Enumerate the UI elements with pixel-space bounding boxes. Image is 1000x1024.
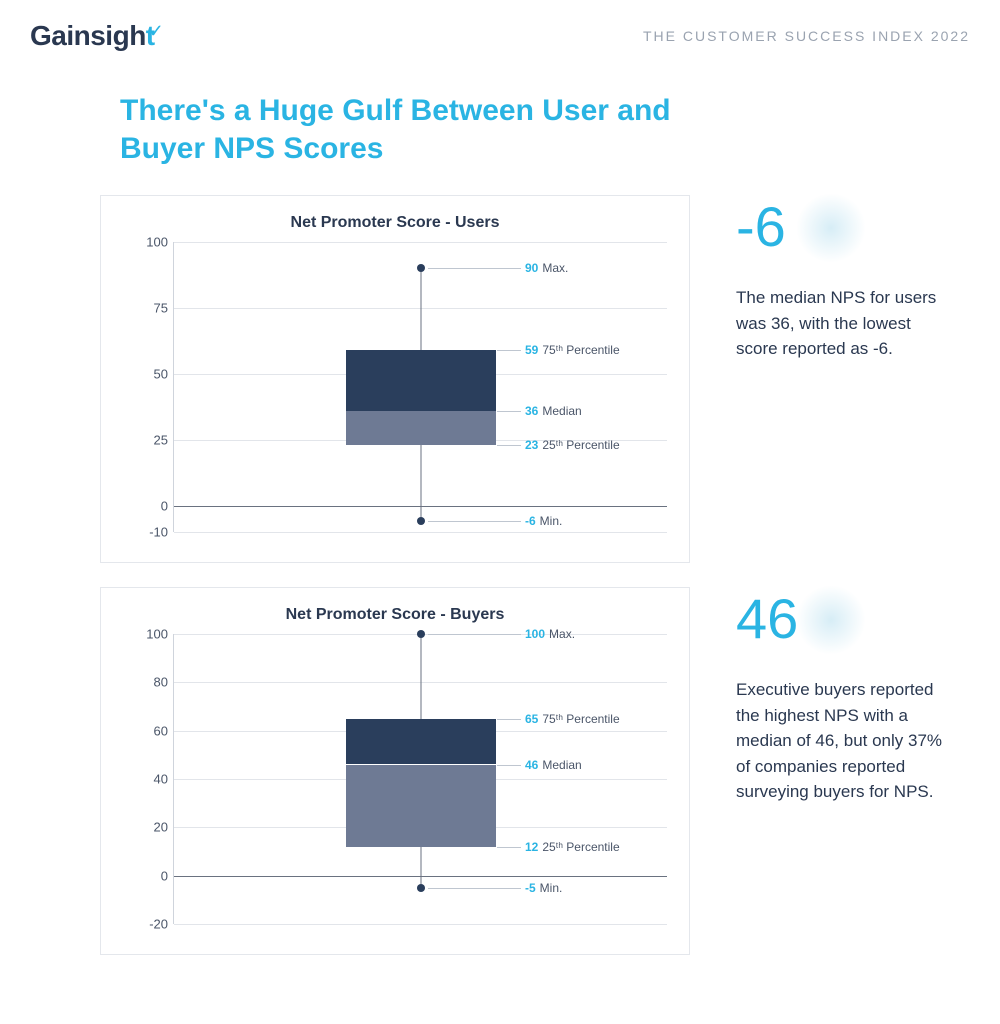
y-axis-label: 100: [132, 235, 168, 250]
y-axis-label: 50: [132, 366, 168, 381]
callout-median: 46Median: [525, 758, 582, 772]
callout-q1: 2325ᵗʰ Percentile: [525, 438, 620, 452]
whisker-lower: [420, 847, 421, 888]
stat-description: The median NPS for users was 36, with th…: [736, 285, 956, 362]
callout-lead: [428, 268, 521, 269]
chart-row: Net Promoter Score - Users -10 0 25 50 75 100 9…: [30, 195, 970, 563]
box-upper: [346, 719, 496, 765]
y-axis-label: 0: [132, 498, 168, 513]
callout-q1: 1225ᵗʰ Percentile: [525, 840, 620, 854]
stat-column: -6 The median NPS for users was 36, with …: [736, 195, 956, 362]
y-axis-label: 100: [132, 627, 168, 642]
callout-min: -6Min.: [525, 514, 562, 528]
plot-area: -20020406080100100Max.6575ᵗʰ Percentile4…: [173, 634, 667, 924]
boxplot: [346, 242, 496, 532]
whisker-dot-max: [417, 630, 425, 638]
callout-lead: [428, 634, 521, 635]
boxplot: [346, 634, 496, 924]
whisker-dot-min: [417, 884, 425, 892]
callout-lead: [428, 888, 521, 889]
callout-lead: [428, 521, 521, 522]
gridline: [174, 924, 667, 925]
logo-text: Gainsigh: [30, 20, 146, 51]
stat-column: 46 Executive buyers reported the highest …: [736, 587, 956, 805]
callout-lead: [497, 411, 521, 412]
stat-number: 46: [736, 591, 956, 647]
gridline: [174, 532, 667, 533]
chart-panel: Net Promoter Score - Buyers-200204060801…: [100, 587, 690, 955]
callout-q3: 6575ᵗʰ Percentile: [525, 712, 620, 726]
page-header: Gainsight✓ THE CUSTOMER SUCCESS INDEX 20…: [30, 20, 970, 52]
y-axis-label: 60: [132, 723, 168, 738]
callout-min: -5Min.: [525, 881, 562, 895]
y-axis-label: 25: [132, 432, 168, 447]
box-lower: [346, 765, 496, 847]
callout-median: 36Median: [525, 404, 582, 418]
y-axis-label: -20: [132, 917, 168, 932]
chart-row: Net Promoter Score - Buyers-200204060801…: [30, 587, 970, 955]
whisker-upper: [420, 634, 421, 719]
y-axis-label: 80: [132, 675, 168, 690]
whisker-lower: [420, 445, 421, 521]
plot-area: -10025507510090Max.5975ᵗʰ Percentile36Me…: [173, 242, 667, 532]
whisker-dot-max: [417, 264, 425, 272]
callout-lead: [497, 445, 521, 446]
callout-max: 100Max.: [525, 627, 575, 641]
chart-title: Net Promoter Score - Buyers: [123, 606, 667, 624]
header-subtitle: THE CUSTOMER SUCCESS INDEX 2022: [643, 28, 970, 44]
callout-lead: [497, 847, 521, 848]
page-title: There's a Huge Gulf Between User and Buy…: [120, 92, 720, 167]
box-upper: [346, 350, 496, 411]
y-axis-label: 0: [132, 868, 168, 883]
callout-lead: [497, 350, 521, 351]
box-lower: [346, 411, 496, 445]
y-axis-label: 40: [132, 772, 168, 787]
stat-number: -6: [736, 199, 956, 255]
callout-lead: [497, 719, 521, 720]
callout-q3: 5975ᵗʰ Percentile: [525, 343, 620, 357]
y-axis-label: -10: [132, 525, 168, 540]
whisker-upper: [420, 268, 421, 350]
sparkle-icon: [796, 193, 866, 263]
chart-panel: Net Promoter Score - Users -10 0 25 50 75 100 9…: [100, 195, 690, 563]
callout-lead: [497, 765, 521, 766]
whisker-dot-min: [417, 517, 425, 525]
logo-mark-icon: ✓: [149, 21, 164, 41]
y-axis-label: 20: [132, 820, 168, 835]
chart-title: Net Promoter Score - Users: [123, 214, 667, 232]
sparkle-icon: [796, 585, 866, 655]
y-axis-label: 75: [132, 300, 168, 315]
brand-logo: Gainsight✓: [30, 20, 169, 52]
stat-description: Executive buyers reported the highest NP…: [736, 677, 956, 805]
callout-max: 90Max.: [525, 261, 568, 275]
